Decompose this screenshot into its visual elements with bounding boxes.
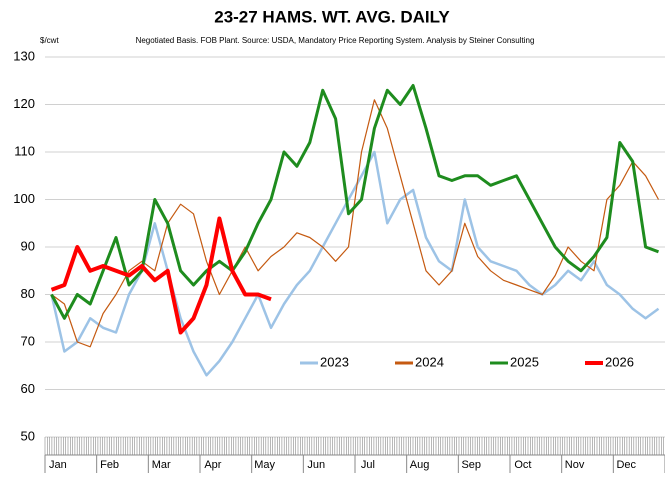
y-tick-label: 50	[21, 428, 35, 443]
series-line	[51, 99, 660, 348]
x-tick-label: Jun	[307, 459, 325, 471]
x-tick-label: Mar	[152, 459, 171, 471]
series-line	[50, 84, 660, 320]
x-tick-label: Feb	[100, 459, 119, 471]
x-tick-label: May	[254, 459, 275, 471]
x-tick-label: Oct	[514, 459, 531, 471]
y-tick-label: 130	[13, 48, 35, 63]
x-tick-label: Nov	[565, 459, 585, 471]
legend-label: 2023	[320, 354, 349, 369]
legend-label: 2024	[415, 354, 444, 369]
chart-subtitle: Negotiated Basis. FOB Plant. Source: USD…	[136, 36, 535, 45]
x-tick-label: Jan	[49, 459, 67, 471]
y-tick-label: 100	[13, 191, 35, 206]
legend-label: 2025	[510, 354, 539, 369]
y-axis-label: $/cwt	[40, 36, 59, 45]
chart-title: 23-27 HAMS. WT. AVG. DAILY	[214, 7, 450, 26]
x-tick-label: Dec	[616, 459, 636, 471]
y-tick-label: 70	[21, 333, 35, 348]
x-tick-label: Jul	[361, 459, 375, 471]
series-line	[50, 216, 272, 335]
y-tick-label: 110	[14, 143, 35, 158]
series-line	[50, 150, 660, 377]
x-tick-label: Apr	[204, 459, 221, 471]
y-tick-label: 90	[21, 238, 35, 253]
y-tick-label: 60	[21, 381, 35, 396]
y-tick-label: 80	[21, 286, 35, 301]
y-tick-label: 120	[13, 96, 35, 111]
x-tick-label: Sep	[461, 459, 481, 471]
x-tick-label: Aug	[410, 459, 430, 471]
legend-label: 2026	[605, 354, 634, 369]
